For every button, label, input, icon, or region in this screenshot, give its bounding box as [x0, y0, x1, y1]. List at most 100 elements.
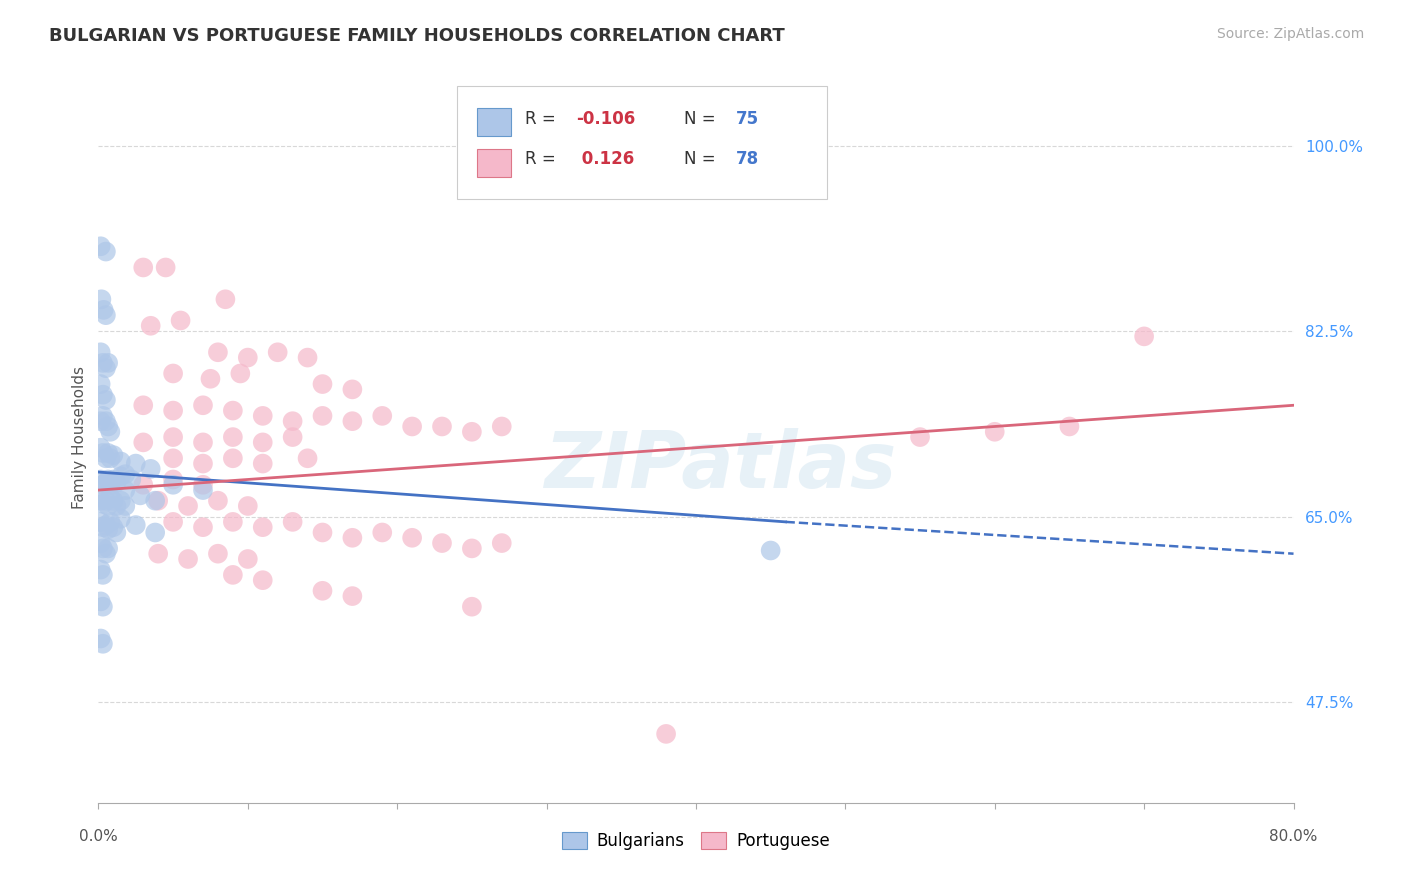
Point: [120, 473, 142, 487]
Point: [430, 419, 453, 434]
Point: [114, 483, 136, 497]
Point: [311, 377, 333, 392]
Point: [281, 515, 304, 529]
Point: [371, 409, 394, 423]
Point: [132, 398, 155, 412]
Point: [91, 541, 114, 556]
FancyBboxPatch shape: [477, 149, 510, 177]
Point: [94, 451, 117, 466]
Text: 78: 78: [735, 150, 758, 168]
Point: [94, 308, 117, 322]
Point: [148, 493, 170, 508]
Point: [97, 473, 120, 487]
Point: [169, 313, 191, 327]
Point: [191, 520, 214, 534]
Point: [461, 599, 484, 614]
Point: [236, 499, 259, 513]
Text: N =: N =: [685, 150, 721, 168]
Point: [207, 547, 229, 561]
Point: [155, 260, 177, 275]
Point: [162, 367, 184, 381]
Point: [97, 419, 120, 434]
Point: [91, 520, 114, 534]
Point: [103, 520, 125, 534]
Point: [103, 493, 125, 508]
Point: [90, 493, 112, 508]
Point: [114, 499, 136, 513]
Point: [229, 367, 252, 381]
Point: [252, 409, 274, 423]
Point: [91, 497, 114, 511]
Point: [281, 430, 304, 444]
Point: [97, 522, 120, 536]
Point: [91, 446, 114, 460]
Point: [222, 430, 245, 444]
Point: [91, 477, 114, 491]
Point: [430, 536, 453, 550]
Point: [311, 583, 333, 598]
Point: [148, 547, 170, 561]
Point: [94, 392, 117, 407]
Point: [90, 377, 112, 392]
Point: [236, 351, 259, 365]
Point: [94, 475, 117, 490]
Point: [342, 531, 364, 545]
Point: [93, 302, 115, 317]
Point: [94, 244, 117, 259]
Point: [655, 727, 678, 741]
Point: [281, 414, 304, 428]
Point: [97, 499, 120, 513]
Text: ZIPatlas: ZIPatlas: [544, 428, 896, 504]
Point: [114, 467, 136, 482]
Point: [103, 473, 125, 487]
Point: [143, 525, 166, 540]
Point: [98, 491, 122, 505]
Point: [236, 552, 259, 566]
Point: [162, 403, 184, 417]
Point: [222, 515, 245, 529]
Point: [252, 435, 274, 450]
Point: [90, 345, 112, 359]
Point: [132, 435, 155, 450]
Point: [90, 293, 112, 307]
Text: BULGARIAN VS PORTUGUESE FAMILY HOUSEHOLDS CORRELATION CHART: BULGARIAN VS PORTUGUESE FAMILY HOUSEHOLD…: [49, 27, 785, 45]
Point: [491, 536, 513, 550]
Point: [91, 567, 114, 582]
Point: [105, 499, 128, 513]
Point: [759, 543, 782, 558]
Point: [461, 541, 484, 556]
Point: [401, 531, 423, 545]
Point: [90, 563, 112, 577]
Point: [342, 383, 364, 397]
Point: [110, 454, 132, 468]
FancyBboxPatch shape: [477, 108, 510, 136]
Point: [94, 547, 117, 561]
Y-axis label: Family Households: Family Households: [72, 366, 87, 508]
Point: [94, 414, 117, 428]
Point: [162, 430, 184, 444]
Point: [214, 293, 236, 307]
Point: [461, 425, 484, 439]
Text: R =: R =: [524, 150, 561, 168]
Point: [908, 430, 931, 444]
Point: [98, 425, 122, 439]
Point: [91, 356, 114, 370]
Point: [222, 403, 245, 417]
Point: [371, 525, 394, 540]
Point: [97, 446, 120, 460]
Text: 80.0%: 80.0%: [1270, 830, 1317, 845]
Point: [143, 493, 166, 508]
Point: [91, 387, 114, 401]
Point: [98, 451, 122, 466]
Point: [162, 473, 184, 487]
Point: [342, 589, 364, 603]
Point: [252, 573, 274, 587]
Point: [91, 637, 114, 651]
Point: [222, 567, 245, 582]
Text: -0.106: -0.106: [576, 110, 636, 128]
Point: [207, 345, 229, 359]
Point: [1059, 419, 1081, 434]
Point: [91, 599, 114, 614]
Point: [222, 451, 245, 466]
Point: [311, 409, 333, 423]
